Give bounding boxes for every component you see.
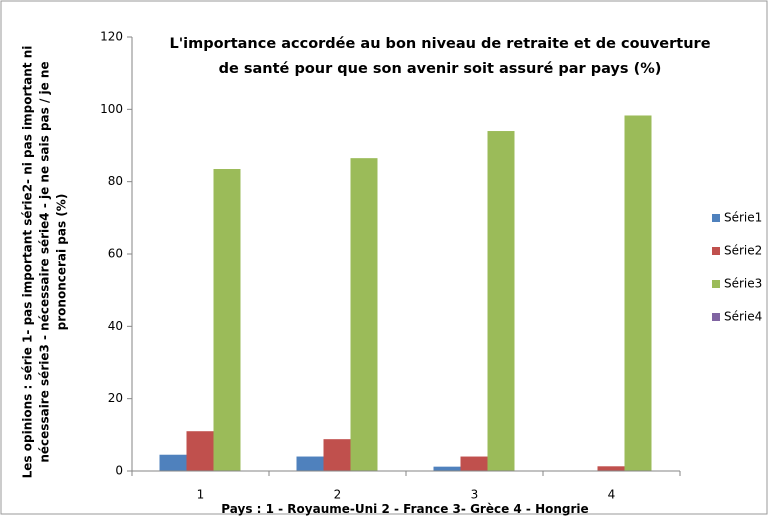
bar: [487, 131, 515, 472]
bar: [186, 431, 214, 471]
y-tick-label: 80: [108, 174, 123, 188]
y-tick-label: 20: [108, 391, 123, 405]
bar: [597, 466, 625, 471]
bar: [433, 466, 461, 471]
y-tick-label: 0: [115, 464, 123, 478]
y-axis-label: Les opinions : série 1- pas important sé…: [20, 45, 69, 479]
x-tick-label: 1: [197, 488, 205, 502]
bar: [296, 456, 324, 471]
bar: [350, 158, 378, 472]
y-tick-label: 40: [108, 319, 123, 333]
y-tick-label: 60: [108, 247, 123, 261]
bar: [624, 115, 652, 472]
y-tick-label: 120: [100, 30, 123, 44]
x-tick-label: 2: [334, 488, 342, 502]
bar: [460, 456, 488, 471]
bar: [213, 169, 241, 471]
legend-swatch: [712, 247, 720, 255]
legend-swatch: [712, 280, 720, 288]
x-axis-label: Pays : 1 - Royaume-Uni 2 - France 3- Grè…: [221, 502, 589, 516]
y-tick-label: 100: [100, 102, 123, 116]
bar: [159, 454, 187, 471]
legend-swatch: [712, 313, 720, 321]
chart-title: L'importance accordée au bon niveau de r…: [169, 36, 711, 77]
bar: [323, 439, 351, 471]
x-tick-label: 3: [471, 488, 479, 502]
legend-swatch: [712, 214, 720, 222]
legend-label: Série1: [724, 211, 762, 225]
x-tick-label: 4: [608, 488, 616, 502]
legend-label: Série4: [724, 310, 762, 324]
legend-label: Série2: [724, 244, 762, 258]
legend-label: Série3: [724, 277, 762, 291]
